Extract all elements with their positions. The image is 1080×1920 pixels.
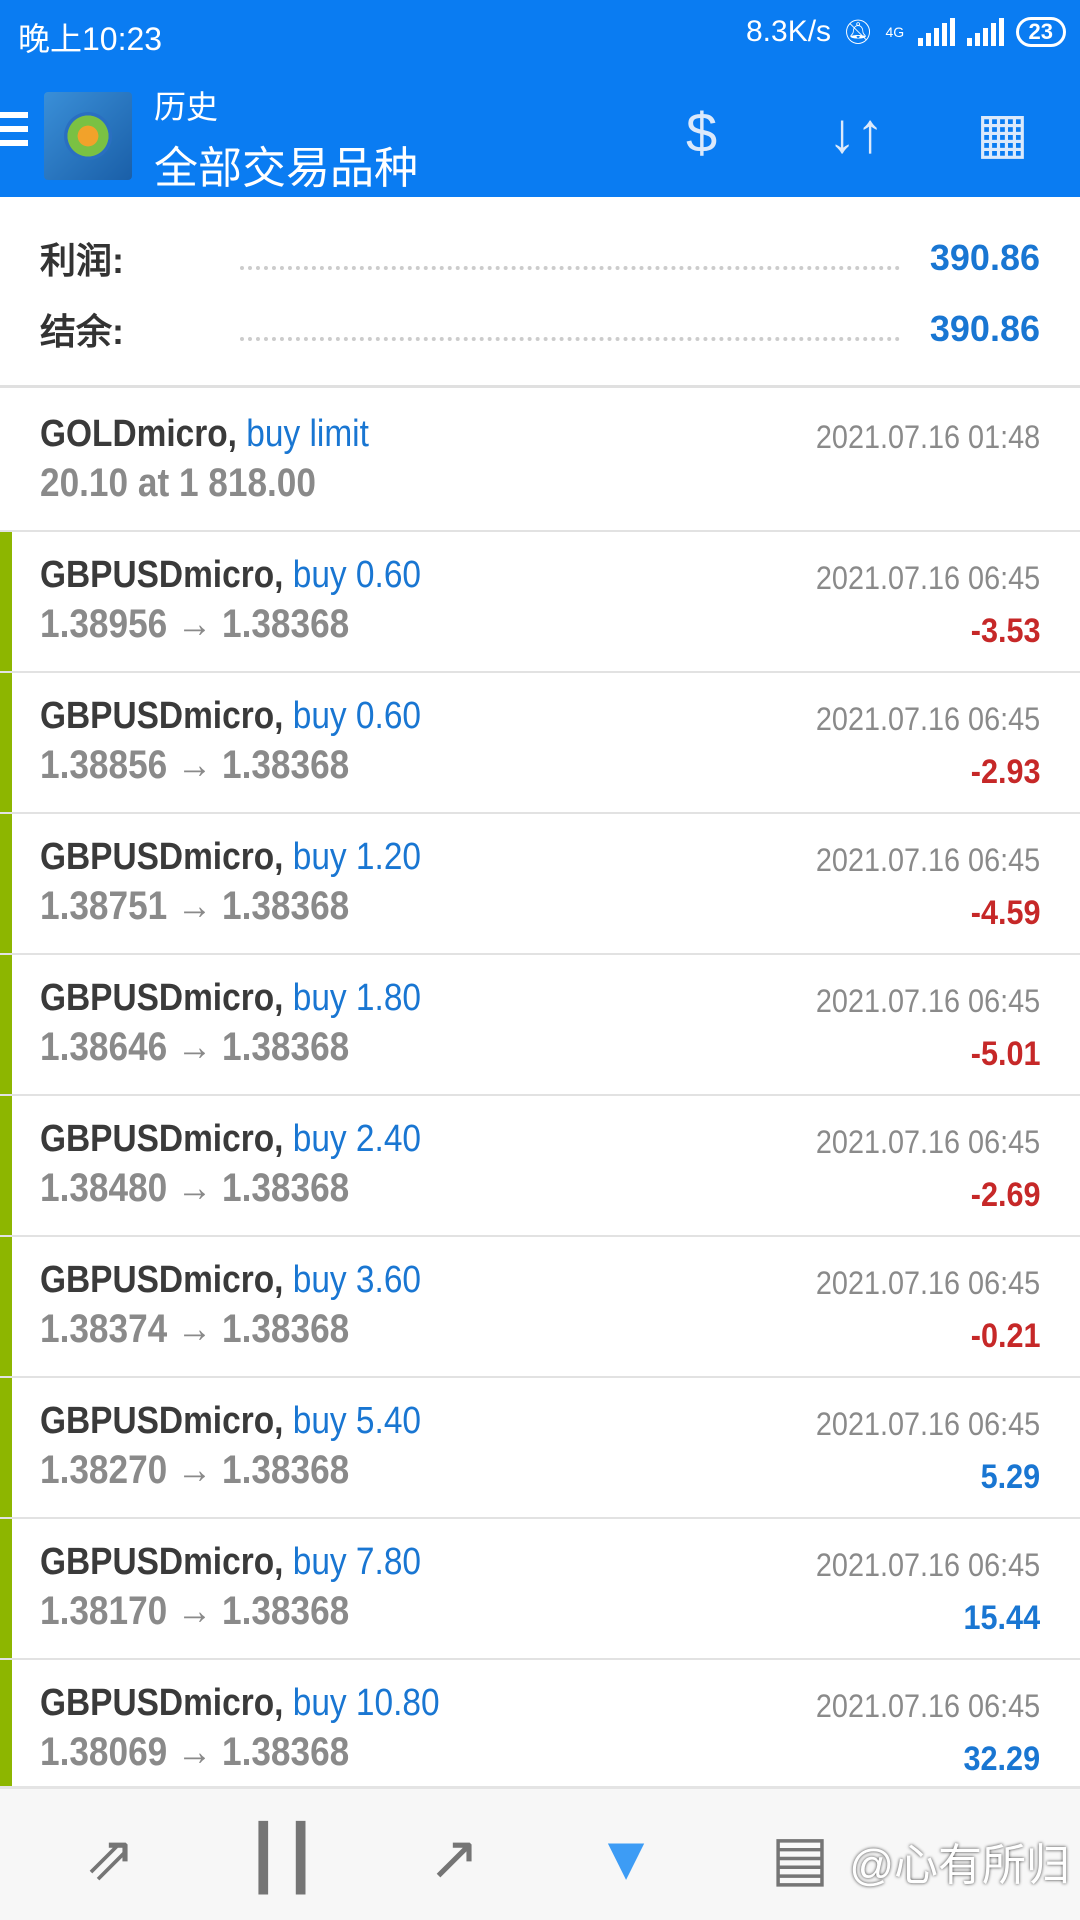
deal-profit: -0.21 <box>970 1317 1040 1355</box>
status-time: 晚上10:23 <box>18 21 163 57</box>
page-title: 历史 <box>154 89 219 125</box>
deal-date: 2021.07.16 06:45 <box>815 1688 1040 1724</box>
deal-date: 2021.07.16 06:45 <box>815 842 1040 878</box>
deal-date: 2021.07.16 06:45 <box>815 1124 1040 1160</box>
deal-type: buy 1.80 <box>292 977 422 1019</box>
status-bar: 晚上10:23 8.3K/s 🔕︎ 4G 23 <box>0 0 1080 64</box>
order-detail: 20.10 at 1 818.00 <box>40 461 316 505</box>
deal-prices: 1.38856 → 1.38368 <box>40 743 350 787</box>
deal-prices: 1.38480 → 1.38368 <box>40 1166 350 1210</box>
deal-date: 2021.07.16 06:45 <box>815 701 1040 737</box>
network-type: 4G <box>885 24 905 40</box>
network-speed: 8.3K/s <box>745 15 832 48</box>
nav-news-icon[interactable]: ▤ <box>770 1824 830 1893</box>
symbol-filter[interactable]: 全部交易品种 <box>154 144 418 193</box>
deal-prices: 1.38270 → 1.38368 <box>40 1448 350 1492</box>
deal-prices: 1.38956 → 1.38368 <box>40 602 350 646</box>
deal-row[interactable]: GBPUSDmicro, buy 5.40 1.38270 → 1.38368 … <box>0 1378 1080 1519</box>
order-row[interactable]: GOLDmicro, buy limit 20.10 at 1 818.00 2… <box>0 391 1080 532</box>
deal-symbol: GBPUSDmicro, <box>40 554 284 596</box>
deal-type: buy 5.40 <box>292 1400 422 1442</box>
signal-icon <box>917 18 955 46</box>
deal-symbol: GBPUSDmicro, <box>40 1118 284 1160</box>
deal-prices: 1.38069 → 1.38368 <box>40 1730 350 1774</box>
signal-icon-2 <box>966 18 1004 46</box>
app-bar: 晚上10:23 8.3K/s 🔕︎ 4G 23 历史 全部交易品种 $ ↓↑ ▦ <box>0 0 1080 197</box>
nav-chart-icon[interactable]: ┃┃ <box>244 1824 320 1893</box>
deal-row[interactable]: GBPUSDmicro, buy 2.40 1.38480 → 1.38368 … <box>0 1096 1080 1237</box>
deal-row[interactable]: GBPUSDmicro, buy 7.80 1.38170 → 1.38368 … <box>0 1519 1080 1660</box>
deal-symbol: GBPUSDmicro, <box>40 977 284 1019</box>
nav-quotes-icon[interactable]: ⇗ <box>84 1824 136 1893</box>
order-date: 2021.07.16 01:48 <box>815 419 1040 455</box>
deal-type: buy 3.60 <box>292 1259 422 1301</box>
deal-profit: -3.53 <box>970 612 1040 650</box>
deal-profit: -4.59 <box>970 894 1040 932</box>
sort-icon[interactable]: ↓↑ <box>828 101 884 164</box>
deal-type: buy 0.60 <box>292 695 422 737</box>
deal-type: buy 7.80 <box>292 1541 422 1583</box>
deal-date: 2021.07.16 06:45 <box>815 560 1040 596</box>
deal-date: 2021.07.16 06:45 <box>815 1547 1040 1583</box>
deal-type: buy 1.20 <box>292 836 422 878</box>
deal-row[interactable]: GBPUSDmicro, buy 3.60 1.38374 → 1.38368 … <box>0 1237 1080 1378</box>
deal-row[interactable]: GBPUSDmicro, buy 1.80 1.38646 → 1.38368 … <box>0 955 1080 1096</box>
bell-muted-icon: 🔕︎ <box>843 18 874 46</box>
nav-history-icon[interactable]: ▼ <box>595 1824 657 1893</box>
nav-trade-icon[interactable]: ↗ <box>428 1824 480 1893</box>
summary: 利润: 390.86 结余: 390.86 <box>0 197 1080 388</box>
balance-label: 结余: <box>40 311 124 352</box>
menu-icon[interactable] <box>0 112 28 154</box>
deal-row[interactable]: GBPUSDmicro, buy 1.20 1.38751 → 1.38368 … <box>0 814 1080 955</box>
deal-row[interactable]: GBPUSDmicro, buy 0.60 1.38856 → 1.38368 … <box>0 673 1080 814</box>
deal-date: 2021.07.16 06:45 <box>815 1265 1040 1301</box>
deal-row[interactable]: GBPUSDmicro, buy 10.80 1.38069 → 1.38368… <box>0 1660 1080 1801</box>
order-symbol: GOLDmicro, <box>40 413 237 455</box>
mt4-logo <box>44 92 132 180</box>
balance-value: 390.86 <box>929 308 1040 349</box>
deal-prices: 1.38374 → 1.38368 <box>40 1307 350 1351</box>
deal-profit: 15.44 <box>963 1599 1040 1637</box>
deal-profit: -2.93 <box>970 753 1040 791</box>
watermark: @心有所归 <box>849 1841 1070 1890</box>
deal-symbol: GBPUSDmicro, <box>40 695 284 737</box>
deal-profit: 5.29 <box>980 1458 1040 1496</box>
deal-date: 2021.07.16 06:45 <box>815 983 1040 1019</box>
deal-prices: 1.38751 → 1.38368 <box>40 884 350 928</box>
deal-row[interactable]: GBPUSDmicro, buy 0.60 1.38956 → 1.38368 … <box>0 532 1080 673</box>
profit-label: 利润: <box>40 240 124 281</box>
calendar-icon[interactable]: ▦ <box>976 101 1029 164</box>
profit-value: 390.86 <box>929 237 1040 278</box>
deal-date: 2021.07.16 06:45 <box>815 1406 1040 1442</box>
deal-type: buy 10.80 <box>292 1682 440 1724</box>
deal-type: buy 2.40 <box>292 1118 422 1160</box>
battery-icon: 23 <box>1015 17 1066 47</box>
deal-symbol: GBPUSDmicro, <box>40 1541 284 1583</box>
deal-symbol: GBPUSDmicro, <box>40 1400 284 1442</box>
deal-prices: 1.38170 → 1.38368 <box>40 1589 350 1633</box>
deal-symbol: GBPUSDmicro, <box>40 1259 284 1301</box>
deal-prices: 1.38646 → 1.38368 <box>40 1025 350 1069</box>
order-type: buy limit <box>246 413 369 455</box>
deal-type: buy 0.60 <box>292 554 422 596</box>
deal-profit: -2.69 <box>970 1176 1040 1214</box>
deal-profit: -5.01 <box>970 1035 1040 1073</box>
bottom-nav: ⇗ ┃┃ ↗ ▼ ▤ @心有所归 <box>0 1786 1080 1920</box>
currency-exchange-icon[interactable]: $ <box>686 101 718 164</box>
deal-symbol: GBPUSDmicro, <box>40 836 284 878</box>
deal-profit: 32.29 <box>963 1740 1040 1778</box>
deal-symbol: GBPUSDmicro, <box>40 1682 284 1724</box>
